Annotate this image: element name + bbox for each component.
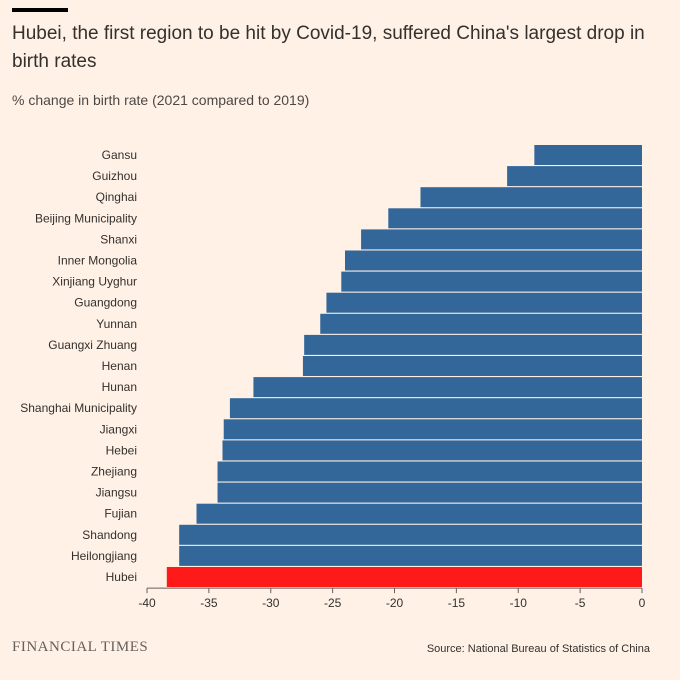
bar-hebei [222,440,643,461]
category-label: Hunan [102,380,137,394]
category-label: Qinghai [96,190,137,204]
bar-gansu [534,145,642,165]
category-label: Guizhou [92,169,137,183]
chart-title: Hubei, the first region to be hit by Cov… [12,23,645,72]
bar-henan [302,356,642,376]
bar-jiangxi [223,419,642,440]
bar-xinjiang-uyghur [341,271,642,292]
bar-shanghai-municipality [229,398,642,419]
category-label: Jiangxi [100,422,137,436]
bar-heilongjiang [179,545,643,566]
x-tick-label: -40 [138,596,156,610]
bar-fujian [196,503,642,524]
category-label: Gansu [102,148,137,162]
x-tick-label: -15 [448,596,466,610]
category-label: Heilongjiang [71,549,137,563]
bar-guangdong [326,292,642,313]
x-tick-label: -5 [575,596,586,610]
x-tick-label: -25 [324,596,342,610]
category-labels: Gansu Guizhou Qinghai Beijing Municipality S… [20,148,137,584]
category-label: Shandong [82,528,137,542]
bar-jiangsu [217,482,642,503]
x-tick-label: -30 [262,596,280,610]
category-label: Guangdong [74,296,137,310]
category-label: Guangxi Zhuang [48,338,137,352]
bar-inner-mongolia [345,250,642,271]
category-label: Zhejiang [91,465,137,479]
bar-qinghai [420,187,642,208]
category-label: Henan [102,359,137,373]
source-note: Source: National Bureau of Statistics of… [426,643,650,655]
bar-hunan [253,377,643,398]
bar-shandong [179,524,643,545]
bar-hubei [166,567,643,587]
category-label: Beijing Municipality [35,211,137,225]
category-label: Shanxi [100,232,137,246]
bar-guizhou [507,166,642,187]
category-label: Jiangsu [96,486,137,500]
x-tick-label: -10 [510,596,528,610]
brand-rule [12,8,68,12]
category-label: Hubei [106,570,137,584]
ft-logo: FINANCIAL TIMES [12,639,149,655]
category-label: Shanghai Municipality [20,401,137,415]
x-tick-label: -35 [200,596,218,610]
bar-guangxi-zhuang [304,334,642,355]
bar-zhejiang [217,461,642,482]
x-axis: -40 -35 -30 -25 -20 -15 -10 -5 0 [138,587,646,610]
category-label: Inner Mongolia [58,254,138,268]
bars-layer [166,145,643,587]
bar-yunnan [320,313,642,334]
x-tick-label: 0 [639,596,646,610]
chart-subtitle: % change in birth rate (2021 compared to… [12,92,310,108]
bar-shanxi [361,229,642,250]
bar-beijing-municipality [388,208,642,229]
x-tick-label: -20 [386,596,404,610]
category-label: Fujian [104,507,137,521]
category-label: Hebei [106,443,137,457]
category-label: Yunnan [96,317,137,331]
category-label: Xinjiang Uyghur [52,275,137,289]
